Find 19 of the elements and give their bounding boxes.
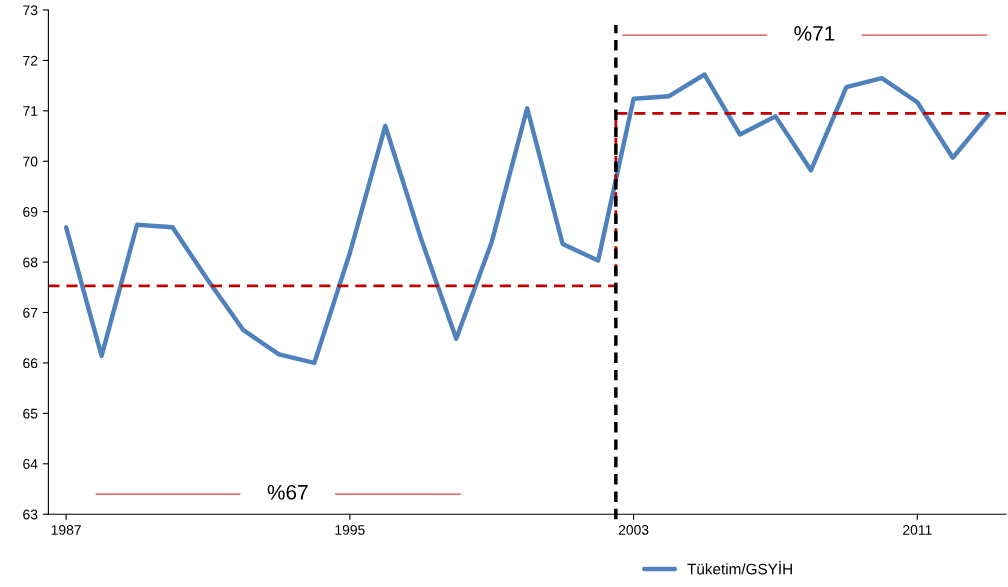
annotation: %67 [267, 484, 308, 500]
y-tick-label: 72 [23, 55, 38, 66]
line-series [63, 72, 991, 366]
legend-label: Tüketim/GSYİH [687, 561, 792, 575]
y-tick-label: 64 [23, 459, 38, 469]
y-tick-label: 73 [23, 5, 38, 16]
y-tick-label: 71 [23, 106, 38, 116]
x-tick-label: 2011 [903, 525, 932, 535]
y-tick-label: 66 [23, 358, 38, 369]
y-tick-label: 63 [23, 509, 38, 520]
annotation: %71 [794, 26, 835, 41]
x-tick-label: 2003 [618, 525, 649, 535]
y-tick-label: 70 [23, 156, 38, 167]
x-tick-label: 1995 [335, 525, 365, 535]
y-tick-label: 68 [23, 257, 38, 268]
y-tick-label: 65 [23, 408, 38, 419]
y-tick-label: 69 [23, 207, 38, 217]
x-tick-label: 1987 [51, 525, 81, 535]
y-tick-label: 67 [23, 307, 38, 318]
